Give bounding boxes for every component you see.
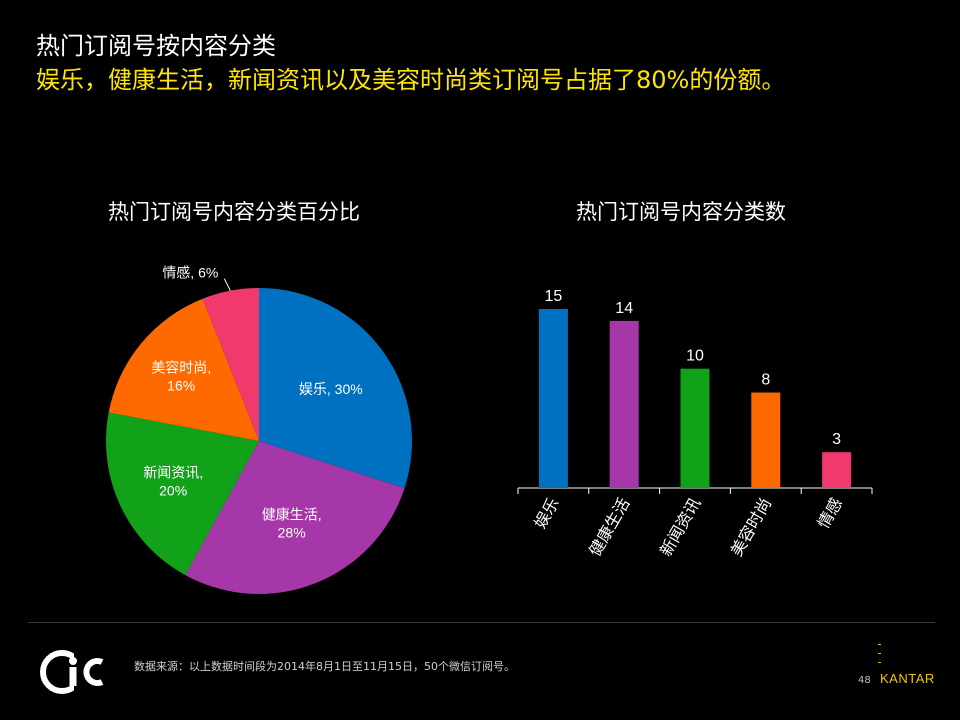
charts-canvas: 娱乐, 30% 健康生活, 28% 新闻资讯, 20% 美容时尚, 16% 情感, 6% 15…: [105, 265, 873, 595]
bar-4: [751, 392, 781, 488]
pie-label-3: 新闻资讯, 20%: [143, 464, 203, 498]
bar-5: [822, 452, 852, 488]
pie-slice-4: [108, 298, 259, 441]
page-subtitle: 娱乐，健康生活，新闻资讯以及美容时尚类订阅号占据了80%的份额。: [36, 66, 786, 94]
page-number: 48: [858, 675, 871, 686]
bar-3: [680, 368, 710, 488]
bar-2: [609, 320, 639, 488]
bar-category-label-2: 健康生活: [585, 495, 633, 560]
bar-value-label-1: 15: [545, 288, 563, 305]
pie-slice-2: [185, 441, 405, 595]
bar-chart: 15 娱乐 14 健康生活 10 新闻资讯 8 美容时尚 3 情感: [517, 288, 873, 560]
pie-label-1: 娱乐, 30%: [299, 381, 363, 397]
bar-category-label-4: 美容时尚: [727, 495, 775, 560]
pie-slice-3: [105, 412, 259, 576]
pie-slice-5: [202, 288, 259, 441]
bar-chart-title: 热门订阅号内容分类数: [576, 200, 786, 224]
bar-category-label-3: 新闻资讯: [656, 495, 704, 560]
bar-category-label-5: 情感: [814, 495, 846, 532]
pie-chart-title: 热门订阅号内容分类百分比: [108, 200, 360, 224]
pie-label-5: 情感, 6%: [162, 265, 218, 281]
pie-slice-1: [259, 288, 412, 489]
bar-1: [538, 309, 568, 488]
bar-value-label-3: 10: [686, 348, 704, 365]
footer-divider: [28, 622, 935, 623]
kantar-logo: KANTAR: [880, 671, 935, 686]
pie-label-4: 美容时尚, 16%: [151, 360, 211, 394]
kantar-decoration: [878, 644, 882, 671]
pie-chart: 娱乐, 30% 健康生活, 28% 新闻资讯, 20% 美容时尚, 16% 情感, 6%: [105, 265, 412, 595]
page-title: 热门订阅号按内容分类: [36, 32, 276, 60]
bar-value-label-5: 3: [832, 431, 841, 448]
pie-leader-line: [223, 278, 231, 291]
pie-label-2: 健康生活, 28%: [262, 507, 322, 541]
bar-category-label-1: 娱乐: [530, 495, 562, 532]
data-source-note: 数据来源：以上数据时间段为2014年8月1日至11月15日，50个微信订阅号。: [134, 660, 515, 673]
bar-value-label-2: 14: [615, 300, 633, 317]
bar-value-label-4: 8: [761, 372, 770, 389]
